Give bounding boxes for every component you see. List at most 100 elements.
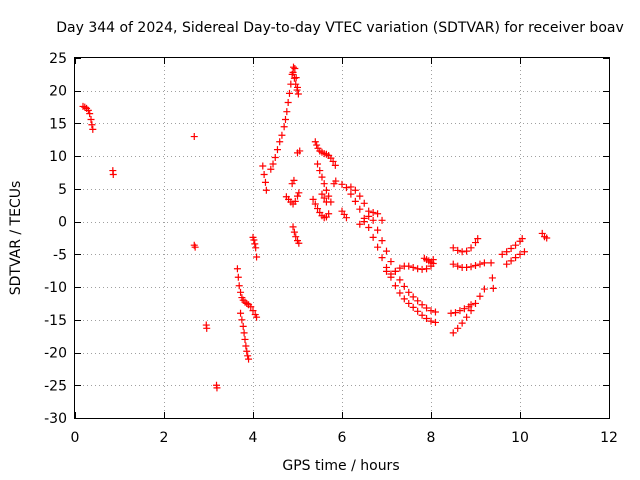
data-point — [240, 329, 248, 337]
x-tick-label: 10 — [511, 430, 529, 446]
data-point — [87, 116, 95, 124]
data-point — [314, 205, 322, 213]
data-point — [81, 103, 89, 111]
data-point — [234, 273, 242, 281]
data-point — [320, 194, 328, 202]
data-point — [235, 282, 243, 290]
data-point — [320, 180, 328, 188]
data-point — [454, 246, 462, 254]
series-arc-j — [259, 162, 270, 194]
data-point — [351, 186, 359, 194]
data-point — [409, 303, 417, 311]
series-arc-i — [249, 233, 261, 261]
data-point — [259, 162, 267, 170]
data-point — [284, 99, 292, 107]
data-point — [278, 131, 286, 139]
series-arc-t — [318, 190, 330, 206]
data-point — [291, 64, 299, 72]
data-point — [213, 384, 221, 392]
data-point — [365, 224, 373, 232]
data-point — [458, 248, 466, 256]
series-arc-x — [338, 207, 350, 222]
data-point — [253, 313, 261, 321]
data-point — [387, 258, 395, 266]
data-point — [369, 216, 377, 224]
data-point — [283, 108, 291, 116]
data-point — [467, 263, 475, 271]
data-point — [239, 322, 247, 330]
y-axis-label: SDTVAR / TECUs — [8, 181, 24, 296]
data-point — [447, 309, 455, 317]
y-tick-label: 10 — [49, 149, 67, 165]
series-arc-af — [487, 259, 497, 292]
data-point — [322, 198, 330, 206]
data-point — [314, 160, 322, 168]
data-point — [487, 259, 495, 267]
data-point — [292, 80, 300, 88]
data-point — [233, 265, 241, 273]
data-point — [520, 248, 528, 256]
series-arc-ai — [538, 229, 551, 242]
data-point — [396, 276, 404, 284]
data-point — [242, 342, 250, 350]
data-point — [365, 212, 373, 220]
data-point — [244, 352, 252, 360]
data-point — [316, 167, 324, 175]
plot-frame — [74, 57, 610, 419]
y-tick-labels: 25 20 15 10 5 0 -5 -10 -15 -20 -25 -30 — [44, 51, 67, 427]
data-point — [460, 305, 468, 313]
y-tick-label: 15 — [49, 116, 67, 132]
series-arc-y — [356, 208, 386, 228]
data-point — [378, 254, 386, 262]
y-tick-label: -5 — [53, 247, 67, 263]
data-point — [396, 264, 404, 272]
series-arc-d — [190, 241, 199, 251]
data-point — [400, 282, 408, 290]
data-point — [351, 197, 359, 205]
data-point — [507, 257, 515, 265]
data-point — [332, 177, 340, 185]
series-arc-n — [289, 223, 303, 247]
data-point — [383, 267, 390, 275]
data-point — [280, 123, 288, 131]
series-arc-r — [314, 160, 335, 206]
series-arc-o — [288, 176, 298, 188]
data-point — [291, 197, 299, 205]
series-arc-b — [109, 167, 117, 179]
data-point — [338, 180, 346, 188]
data-point — [331, 161, 339, 169]
data-point — [237, 309, 245, 317]
data-point — [247, 303, 255, 311]
series-arc-z — [383, 260, 437, 278]
data-point — [84, 106, 92, 114]
data-point — [463, 313, 471, 321]
data-point — [260, 171, 268, 179]
x-tick-label: 12 — [600, 430, 618, 446]
data-point — [476, 260, 484, 268]
y-tick-label: -30 — [44, 411, 67, 427]
data-point — [285, 89, 293, 97]
data-point — [289, 68, 297, 76]
series-arc-w — [347, 183, 439, 316]
data-point — [88, 121, 96, 129]
x-tick-label: 4 — [249, 430, 258, 446]
data-point — [294, 192, 301, 200]
y-tick-label: 20 — [49, 84, 67, 100]
series-arc-ad — [449, 235, 482, 256]
x-tick-label: 0 — [71, 430, 80, 446]
series-arc-a — [79, 102, 97, 133]
data-point — [269, 160, 277, 168]
data-point — [322, 186, 330, 194]
data-point — [288, 180, 296, 188]
data-point — [449, 260, 457, 268]
series-arc-h — [237, 309, 253, 363]
data-point — [451, 309, 459, 317]
series-arc-s — [309, 195, 333, 222]
data-point — [431, 318, 439, 326]
data-point — [405, 262, 413, 270]
y-tick-label: -25 — [44, 378, 67, 394]
data-points — [79, 63, 551, 392]
data-point — [427, 317, 435, 325]
data-point — [512, 241, 520, 249]
data-point — [378, 237, 386, 245]
